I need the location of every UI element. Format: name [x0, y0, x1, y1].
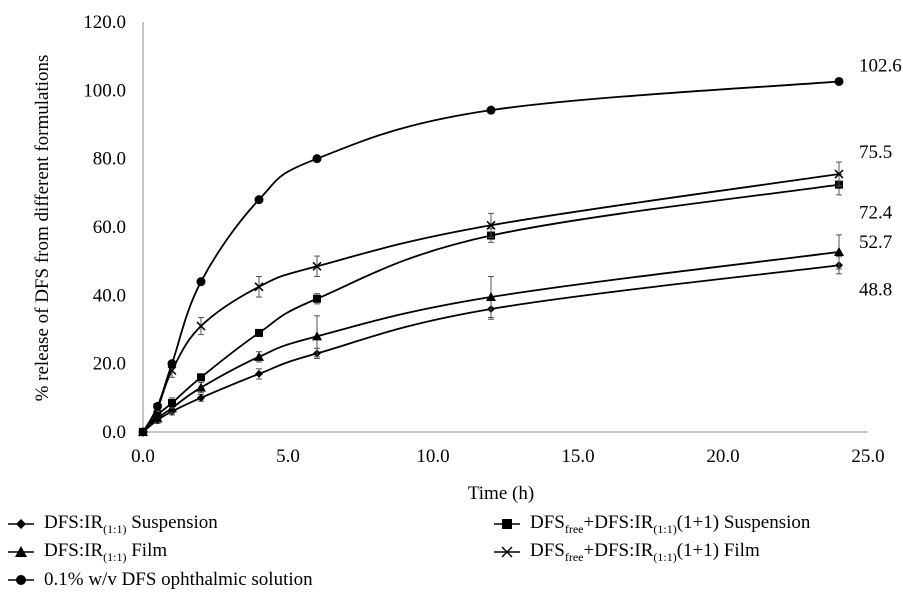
series-layer — [138, 76, 844, 437]
y-tick-label: 80.0 — [93, 149, 126, 170]
y-tick-label: 20.0 — [93, 354, 126, 375]
end-value-label: 102.6 — [859, 55, 902, 76]
series-line-s5 — [142, 80, 840, 433]
data-point-triangle — [196, 382, 206, 392]
x-tick-label: 25.0 — [851, 446, 884, 467]
data-point-x — [834, 169, 844, 179]
data-point-x — [312, 261, 322, 271]
data-point-circle — [486, 105, 496, 115]
series-line-s3 — [142, 183, 840, 433]
data-point-circle — [312, 154, 322, 164]
data-point-square — [168, 398, 176, 407]
x-tick-label: 20.0 — [706, 446, 739, 467]
data-point-triangle — [834, 246, 844, 256]
data-point-circle — [196, 277, 206, 287]
y-axis-title: % release of DFS from different formulat… — [32, 55, 53, 402]
data-point-square — [313, 294, 321, 303]
data-point-diamond — [197, 393, 205, 402]
data-point-circle — [834, 76, 844, 86]
x-axis-title: Time (h) — [468, 483, 534, 504]
data-point-triangle — [312, 331, 322, 341]
y-tick-label: 100.0 — [83, 80, 126, 101]
data-point-diamond — [255, 369, 263, 378]
data-point-circle — [138, 427, 148, 437]
series-s5 — [138, 76, 844, 437]
y-tick-label: 0.0 — [102, 422, 126, 443]
data-point-circle — [167, 359, 177, 369]
data-point-square — [153, 410, 162, 419]
data-point-square — [197, 373, 205, 382]
data-point-circle — [153, 401, 162, 411]
data-point-triangle — [486, 292, 496, 302]
x-tick-label: 15.0 — [561, 446, 594, 467]
y-tick-label: 60.0 — [93, 217, 126, 238]
y-tick-label: 40.0 — [93, 285, 126, 306]
series-line-s1 — [142, 264, 840, 433]
end-value-label: 72.4 — [859, 203, 893, 224]
series-line-s2 — [142, 251, 840, 433]
data-point-x — [486, 220, 496, 230]
data-point-circle — [254, 195, 264, 205]
data-point-triangle — [254, 351, 264, 361]
axes: 0.0 5.0 10.0 15.0 20.0 25.0 0.0 20.0 40.0 60.0 80.… — [83, 12, 884, 467]
x-tick-label: 5.0 — [276, 446, 300, 467]
x-tick-label: 0.0 — [131, 446, 155, 467]
data-point-square — [255, 328, 263, 337]
y-tick-label: 120.0 — [83, 12, 126, 33]
data-point-x — [196, 321, 206, 331]
end-value-label: 75.5 — [859, 142, 892, 163]
end-value-label: 52.7 — [859, 232, 892, 253]
x-tick-label: 10.0 — [416, 446, 449, 467]
series-s2 — [138, 234, 844, 436]
data-point-x — [254, 282, 264, 292]
end-value-label: 48.8 — [859, 279, 892, 300]
end-labels: 102.6 75.5 72.4 52.7 48.8 — [859, 55, 902, 300]
